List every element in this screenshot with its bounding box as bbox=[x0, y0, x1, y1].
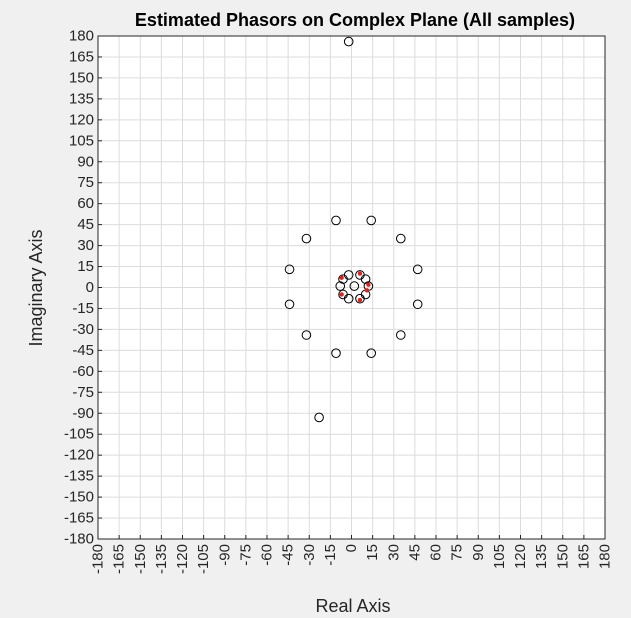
data-point-circle bbox=[360, 274, 371, 284]
y-tick-label: 15 bbox=[77, 258, 94, 275]
x-tick-label: 135 bbox=[533, 544, 550, 569]
data-point-circle bbox=[412, 299, 423, 310]
x-tick-label: 0 bbox=[343, 544, 360, 552]
x-tick-label: -150 bbox=[132, 544, 149, 574]
y-tick-label: 90 bbox=[77, 153, 94, 170]
data-point-circle bbox=[366, 215, 377, 226]
y-tick-label: 120 bbox=[69, 111, 94, 128]
x-tick-label: -120 bbox=[174, 544, 191, 574]
y-axis-label: Imaginary Axis bbox=[26, 229, 46, 346]
data-point-circle bbox=[366, 348, 377, 358]
data-point-dot bbox=[366, 282, 371, 287]
y-tick-label: 60 bbox=[77, 195, 94, 212]
x-tick-label: 120 bbox=[512, 544, 529, 569]
data-point-circle bbox=[301, 330, 312, 340]
y-tick-label: -90 bbox=[72, 405, 94, 422]
x-axis-label: Real Axis bbox=[315, 596, 390, 616]
x-tick-label: 60 bbox=[428, 544, 445, 561]
grid bbox=[97, 35, 606, 540]
x-tick-label: -135 bbox=[153, 544, 170, 574]
data-point-circle bbox=[395, 330, 406, 340]
ticks: -180 -165 -150 -135 -120 -105 -90 -75 -60 -45 -30-… bbox=[64, 28, 614, 575]
x-tick-label: 30 bbox=[385, 544, 402, 561]
data-points bbox=[284, 36, 423, 423]
data-point-circle bbox=[349, 281, 360, 291]
x-tick-label: -105 bbox=[195, 544, 212, 574]
y-tick-label: 180 bbox=[69, 28, 94, 45]
y-tick-label: -105 bbox=[64, 426, 94, 443]
x-tick-label: -90 bbox=[216, 544, 233, 566]
y-tick-label: 0 bbox=[86, 279, 94, 296]
x-tick-label: -15 bbox=[322, 544, 339, 566]
x-tick-label: 105 bbox=[491, 544, 508, 569]
y-tick-label: 45 bbox=[77, 216, 94, 233]
x-tick-label: 180 bbox=[597, 544, 614, 569]
data-point-circle bbox=[338, 274, 348, 284]
data-point-dot bbox=[357, 271, 363, 276]
y-tick-label: -45 bbox=[72, 342, 94, 359]
y-tick-label: -15 bbox=[72, 300, 94, 317]
chart-title: Estimated Phasors on Complex Plane (All … bbox=[135, 10, 575, 30]
y-tick-label: 135 bbox=[69, 90, 94, 107]
x-tick-label: 165 bbox=[575, 544, 592, 569]
data-point-circle bbox=[343, 36, 354, 47]
data-point-dot bbox=[339, 292, 344, 297]
x-tick-label: -165 bbox=[111, 544, 128, 574]
data-point-circle bbox=[355, 293, 365, 304]
data-point-circle bbox=[412, 264, 423, 275]
data-point-circle bbox=[331, 348, 341, 358]
y-tick-label: -180 bbox=[64, 531, 94, 548]
x-tick-label: -75 bbox=[237, 544, 254, 566]
y-tick-label: 30 bbox=[77, 237, 94, 254]
data-point-circle bbox=[284, 264, 295, 275]
y-tick-label: -150 bbox=[64, 489, 94, 506]
x-tick-label: -45 bbox=[280, 544, 297, 566]
y-tick-label: 165 bbox=[69, 48, 94, 65]
y-tick-label: -165 bbox=[64, 510, 94, 527]
data-point-circle bbox=[331, 215, 341, 226]
data-point-dot bbox=[357, 297, 363, 303]
x-tick-label: 90 bbox=[470, 544, 487, 561]
x-tick-label: 45 bbox=[406, 544, 423, 561]
data-point-dot bbox=[364, 288, 370, 293]
data-point-circle bbox=[314, 412, 324, 423]
data-point-circle bbox=[343, 293, 354, 304]
data-point-circle bbox=[284, 299, 295, 310]
x-tick-label: 15 bbox=[364, 544, 381, 561]
data-point-circle bbox=[301, 233, 312, 244]
data-point-dot bbox=[339, 275, 344, 280]
y-tick-label: -135 bbox=[64, 468, 94, 485]
data-point-circle bbox=[335, 281, 346, 291]
x-tick-label: -180 bbox=[90, 544, 107, 574]
x-tick-label: -30 bbox=[301, 544, 318, 566]
y-tick-label: -30 bbox=[72, 321, 94, 338]
y-tick-label: -60 bbox=[72, 363, 94, 380]
y-tick-label: 75 bbox=[77, 174, 94, 191]
y-tick-label: 105 bbox=[69, 132, 94, 149]
x-tick-label: 150 bbox=[554, 544, 571, 569]
y-tick-label: 150 bbox=[69, 69, 94, 86]
y-tick-label: -120 bbox=[64, 447, 94, 464]
y-tick-label: -75 bbox=[72, 384, 94, 401]
data-point-circle bbox=[395, 233, 406, 244]
x-tick-label: 75 bbox=[449, 544, 466, 561]
x-tick-label: -60 bbox=[259, 544, 276, 566]
